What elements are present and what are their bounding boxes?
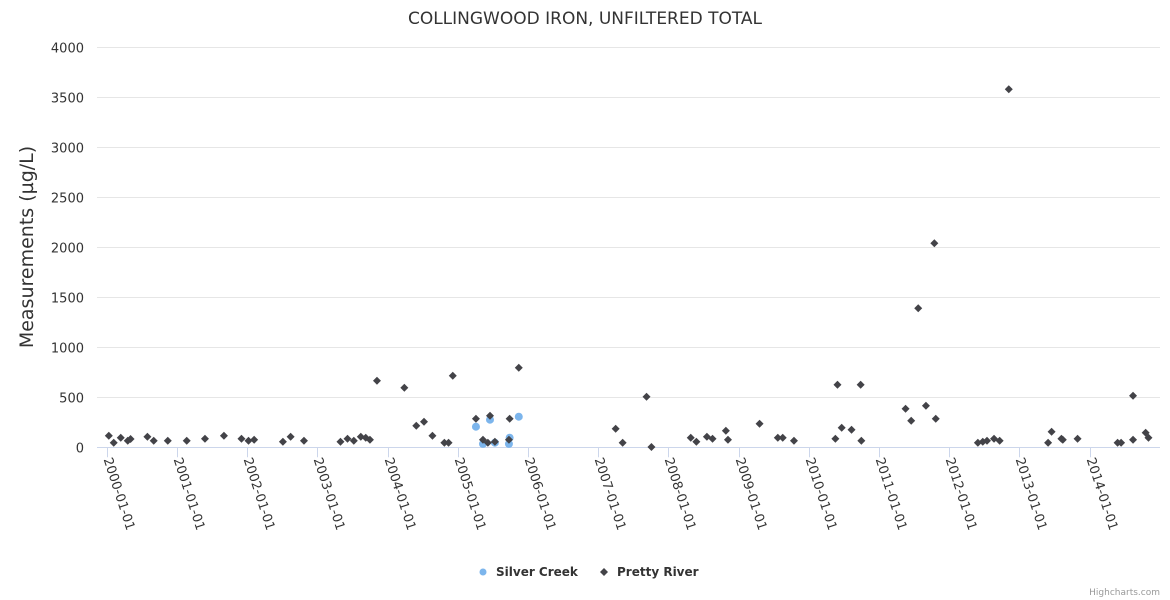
data-point[interactable] — [444, 438, 453, 447]
data-point[interactable] — [1047, 427, 1056, 436]
legend-label-pretty-river: Pretty River — [617, 565, 699, 579]
y-tick-label: 3500 — [51, 92, 84, 107]
data-point[interactable] — [237, 434, 246, 443]
grid-lines — [97, 47, 1160, 398]
data-point[interactable] — [163, 436, 172, 445]
y-axis-ticks: 0 500 1000 1500 2000 2500 3000 3500 4000 — [51, 42, 84, 457]
data-point[interactable] — [642, 392, 651, 401]
data-point[interactable] — [471, 422, 480, 431]
data-point[interactable] — [921, 401, 930, 410]
data-point[interactable] — [514, 412, 523, 421]
data-point[interactable] — [914, 304, 923, 313]
data-point[interactable] — [490, 437, 499, 446]
data-point[interactable] — [708, 434, 717, 443]
data-point[interactable] — [1004, 85, 1013, 94]
data-point[interactable] — [1058, 435, 1067, 444]
data-point[interactable] — [755, 419, 764, 428]
chart-title: COLLINGWOOD IRON, UNFILTERED TOTAL — [408, 9, 763, 29]
data-point[interactable] — [837, 423, 846, 432]
data-point[interactable] — [343, 434, 352, 443]
data-point[interactable] — [857, 436, 866, 445]
data-point[interactable] — [505, 414, 514, 423]
data-point[interactable] — [847, 425, 856, 434]
data-point[interactable] — [412, 421, 421, 430]
data-point[interactable] — [126, 435, 135, 443]
data-point[interactable] — [1044, 438, 1053, 447]
data-point[interactable] — [182, 436, 191, 445]
legend-label-silver-creek: Silver Creek — [496, 565, 579, 579]
data-point[interactable] — [930, 239, 939, 248]
data-point[interactable] — [365, 435, 374, 444]
data-point[interactable] — [349, 436, 358, 445]
data-point[interactable] — [109, 438, 118, 447]
legend-item-pretty-river[interactable]: Pretty River — [600, 565, 699, 579]
data-point[interactable] — [483, 438, 492, 447]
data-point[interactable] — [856, 380, 865, 389]
y-tick-label: 2500 — [51, 192, 84, 207]
y-tick-label: 1000 — [51, 342, 84, 357]
data-point[interactable] — [149, 436, 158, 445]
y-tick-label: 0 — [76, 442, 84, 457]
y-tick-label: 1500 — [51, 292, 84, 307]
data-point[interactable] — [983, 436, 992, 445]
data-point[interactable] — [504, 435, 513, 444]
data-point[interactable] — [1117, 438, 1126, 447]
data-point[interactable] — [1073, 434, 1082, 443]
legend-item-silver-creek[interactable]: Silver Creek — [479, 565, 579, 579]
data-point[interactable] — [420, 417, 429, 426]
series-group — [104, 85, 1153, 451]
data-point[interactable] — [200, 434, 209, 443]
data-point[interactable] — [778, 433, 787, 442]
data-point[interactable] — [372, 376, 381, 385]
legend-marker-silver-creek — [479, 568, 487, 576]
data-point[interactable] — [485, 411, 494, 420]
data-point[interactable] — [250, 435, 259, 444]
data-point[interactable] — [618, 438, 627, 447]
data-point[interactable] — [1129, 435, 1138, 444]
data-point[interactable] — [428, 431, 437, 440]
data-point[interactable] — [831, 434, 840, 443]
data-point[interactable] — [907, 416, 916, 425]
data-point[interactable] — [789, 436, 798, 445]
y-axis-label: Measurements (µg/L) — [16, 146, 38, 348]
y-tick-label: 4000 — [51, 42, 84, 57]
data-point[interactable] — [833, 380, 842, 389]
data-point[interactable] — [400, 383, 409, 392]
data-point[interactable] — [278, 437, 287, 446]
data-point[interactable] — [336, 437, 345, 446]
data-point[interactable] — [692, 437, 701, 446]
data-point[interactable] — [286, 432, 295, 441]
data-point[interactable] — [299, 436, 308, 445]
data-point[interactable] — [116, 433, 125, 442]
data-point[interactable] — [611, 424, 620, 433]
y-tick-label: 3000 — [51, 142, 84, 157]
data-point[interactable] — [931, 414, 940, 423]
data-point[interactable] — [440, 438, 449, 447]
data-point[interactable] — [448, 371, 457, 380]
legend-marker-pretty-river — [600, 568, 608, 576]
data-point[interactable] — [686, 433, 695, 442]
data-point[interactable] — [647, 443, 656, 451]
data-point[interactable] — [219, 431, 228, 440]
data-point[interactable] — [514, 363, 523, 372]
data-point[interactable] — [721, 426, 730, 435]
data-point[interactable] — [104, 431, 113, 440]
legend: Silver Creek Pretty River — [479, 565, 699, 579]
data-point[interactable] — [773, 433, 782, 442]
data-point[interactable] — [471, 414, 480, 423]
data-point[interactable] — [723, 435, 732, 444]
data-point[interactable] — [244, 436, 253, 445]
y-tick-label: 500 — [59, 392, 84, 407]
data-point[interactable] — [504, 439, 513, 448]
data-point[interactable] — [1144, 433, 1153, 442]
data-point[interactable] — [1129, 391, 1138, 400]
data-point[interactable] — [901, 404, 910, 413]
credits-link[interactable]: Highcharts.com — [1089, 588, 1160, 598]
data-point[interactable] — [143, 432, 152, 441]
y-tick-label: 2000 — [51, 242, 84, 257]
series-pretty-river — [104, 85, 1153, 451]
data-point[interactable] — [995, 436, 1004, 445]
